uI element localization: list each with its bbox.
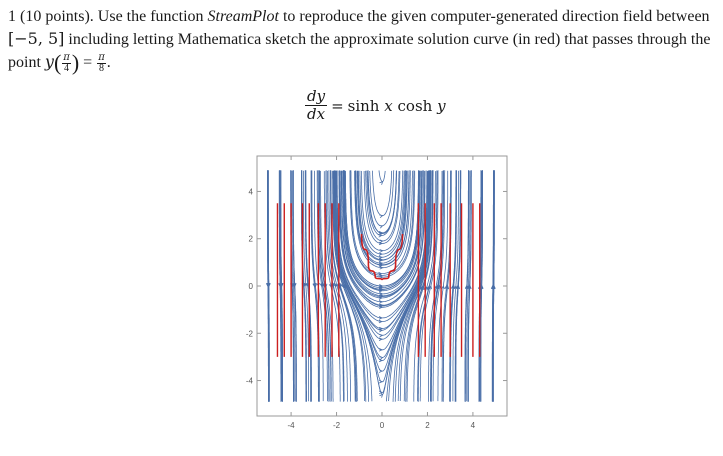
stream-arrow [279,283,284,288]
stream-arrow [378,348,383,352]
x-tick-label: 0 [380,421,385,430]
problem-text-2: to reproduce the given computer-generate… [282,8,710,25]
stream-arrow [379,333,384,338]
stream-arrow [378,305,383,310]
stream-arrow [379,266,384,270]
point-label: point [8,54,41,71]
x-tick-label: 2 [425,421,430,430]
stream-arrow [379,393,384,398]
stream-arrow [378,296,383,300]
stream-arrow [292,283,297,288]
stream-arrow [441,285,445,290]
stream-arrow [428,285,432,290]
problem-statement: 1 (10 points). Use the function StreamPl… [8,8,711,75]
stream-arrow [378,390,383,395]
x-tick-label: -4 [288,421,296,430]
stream-arrow [378,231,383,235]
y-tick-label: 0 [249,282,254,291]
equals-sign: = [83,54,93,71]
stream-arrow [421,285,425,290]
y-tick-label: -2 [246,329,254,338]
stream-arrow [379,356,384,360]
left-paren: ( [53,50,62,75]
differential-equation: dy dx = sinh x cosh y [305,88,446,123]
solution-curves [276,203,481,357]
stream-arrow [451,284,455,289]
stream-arrow [333,283,337,288]
stream-arrow [378,273,383,278]
problem-number: 1 [8,8,16,25]
stream-arrow [378,358,383,363]
stream-lines [266,170,496,402]
point-func: y [44,52,54,71]
stream-arrow [313,283,317,288]
stream-arrow [378,319,383,324]
stream-arrow [378,234,383,238]
stream-arrow [379,239,384,244]
problem-text-3: including letting Mathematica sketch the… [68,31,711,48]
interval: [−5, 5] [8,29,65,48]
stream-arrow [378,262,383,267]
x-tick-label: 4 [471,421,476,430]
stream-arrow [378,241,383,246]
stream-arrow [491,284,495,289]
equation-equals: = [331,96,344,115]
stream-arrow [378,379,383,384]
stream-arrow [378,326,383,331]
stream-line [378,170,386,183]
stream-arrow [379,292,384,296]
problem-points: (10 points). [20,8,94,25]
stream-arrow [378,258,383,263]
stream-arrow [378,252,383,256]
stream-arrow [378,255,383,260]
right-paren: ) [71,50,80,75]
problem-text-1: Use the function [97,8,204,25]
derivative-fraction: dy dx [305,87,328,123]
stream-arrow [378,369,383,373]
stream-arrow [378,284,383,288]
y-tick-label: -4 [246,377,254,386]
solution-curve [360,233,404,281]
stream-arrow [464,284,469,289]
stream-arrow [378,337,383,341]
stream-arrow [267,283,271,288]
x-tick-label: -2 [333,421,341,430]
stream-arrow [378,294,383,299]
y-tick-label: 4 [249,187,254,196]
stream-arrow [379,214,384,219]
stream-arrow [379,181,384,185]
stream-arrow [379,225,384,229]
stream-plot: -4 -2 0 2 4 -4 -2 0 2 4 [246,155,508,430]
stream-arrow [378,300,384,304]
stream-line [372,170,393,217]
axis-ticks: -4 -2 0 2 4 -4 -2 0 2 4 [246,156,507,430]
function-name: StreamPlot [207,8,279,25]
stream-arrow [379,249,384,253]
stream-arrow [436,284,440,289]
stream-arrow [378,316,383,320]
stream-arrow [444,284,449,289]
y-tick-label: 2 [249,235,254,244]
equation-rhs: sinh x cosh y [347,96,446,115]
